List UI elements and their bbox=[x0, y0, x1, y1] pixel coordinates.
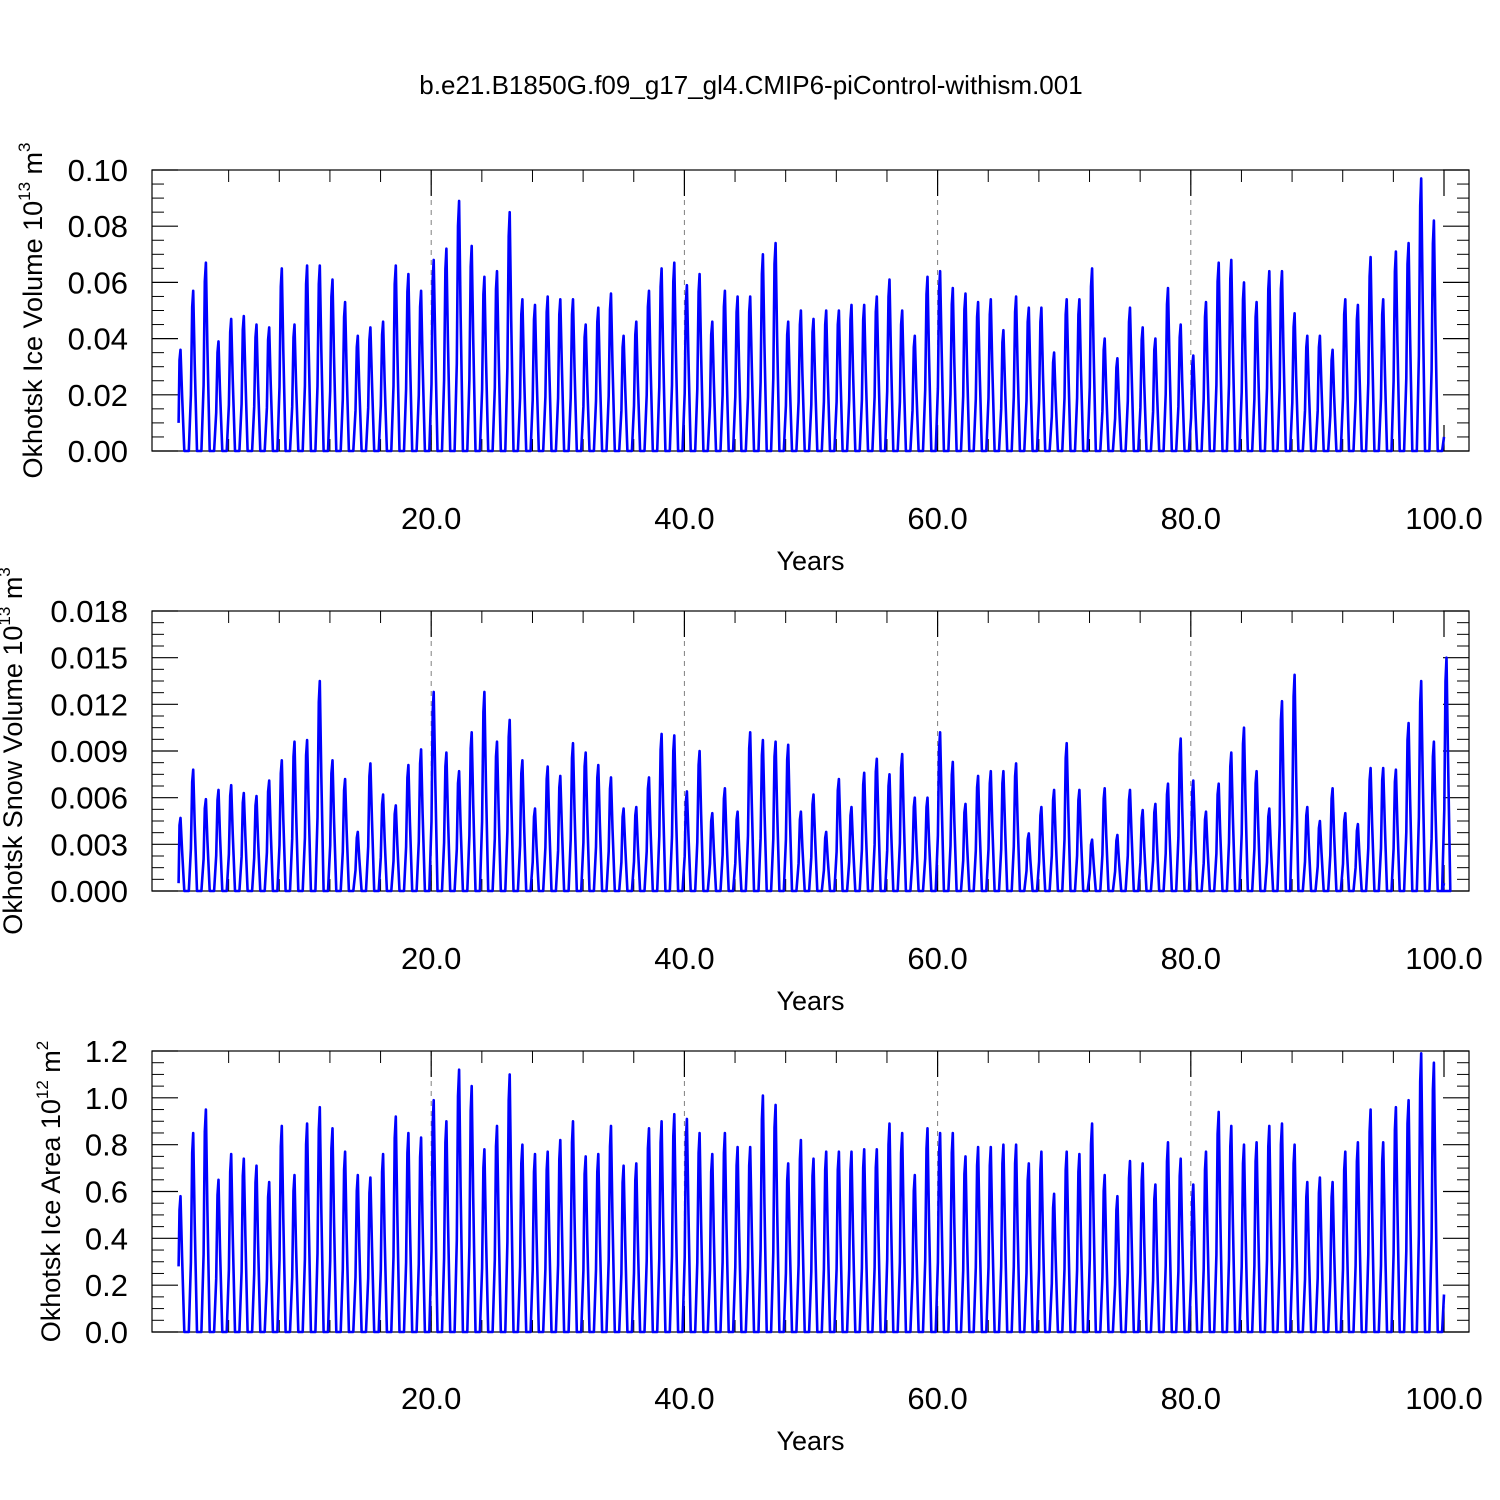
y-tick-label: 0.015 bbox=[50, 641, 128, 676]
y-tick-label: 0.2 bbox=[85, 1268, 128, 1303]
x-tick-label: 20.0 bbox=[401, 501, 461, 536]
x-tick-label: 100.0 bbox=[1405, 1381, 1483, 1416]
y-tick-label: 0.8 bbox=[85, 1128, 128, 1163]
x-tick-label: 60.0 bbox=[907, 1381, 967, 1416]
x-axis-label: Years bbox=[776, 986, 844, 1016]
y-axis-label: Okhotsk Ice Area 1012 m2 bbox=[33, 1041, 66, 1343]
y-tick-label: 0.08 bbox=[68, 209, 128, 244]
x-tick-label: 40.0 bbox=[654, 1381, 714, 1416]
y-tick-label: 0.04 bbox=[68, 322, 128, 357]
y-tick-label: 0.009 bbox=[50, 734, 128, 769]
x-tick-label: 60.0 bbox=[907, 501, 967, 536]
y-tick-label: 1.2 bbox=[85, 1034, 128, 1069]
y-tick-label: 0.0 bbox=[85, 1315, 128, 1350]
x-tick-label: 60.0 bbox=[907, 941, 967, 976]
panel-2: 0.000 0.003 0.006 0.009 0.012 0.015 0.018 20.0 4… bbox=[0, 567, 1483, 1016]
y-tick-label: 0.00 bbox=[68, 434, 128, 469]
y-tick-label: 0.02 bbox=[68, 378, 128, 413]
y-axis-label: Okhotsk Snow Volume 1013 m3 bbox=[0, 567, 28, 935]
y-axis-label: Okhotsk Ice Volume 1013 m3 bbox=[15, 142, 48, 478]
x-tick-label: 80.0 bbox=[1161, 1381, 1221, 1416]
x-tick-label: 80.0 bbox=[1161, 501, 1221, 536]
x-tick-label: 100.0 bbox=[1405, 941, 1483, 976]
y-tick-label: 0.012 bbox=[50, 687, 128, 722]
x-axis-label: Years bbox=[776, 1426, 844, 1456]
x-axis-label: Years bbox=[776, 546, 844, 576]
x-tick-label: 100.0 bbox=[1405, 501, 1483, 536]
series-line bbox=[177, 656, 1452, 893]
x-tick-label: 80.0 bbox=[1161, 941, 1221, 976]
x-tick-label: 40.0 bbox=[654, 941, 714, 976]
y-tick-label: 0.000 bbox=[50, 874, 128, 909]
series-line bbox=[177, 1052, 1446, 1334]
y-tick-label: 0.10 bbox=[68, 153, 128, 188]
y-tick-label: 0.4 bbox=[85, 1221, 128, 1256]
y-tick-label: 0.6 bbox=[85, 1175, 128, 1210]
y-tick-label: 0.003 bbox=[50, 827, 128, 862]
series-line bbox=[177, 177, 1446, 453]
y-tick-label: 0.06 bbox=[68, 265, 128, 300]
x-tick-label: 20.0 bbox=[401, 941, 461, 976]
y-tick-label: 0.018 bbox=[50, 594, 128, 629]
panel-1: 0.00 0.02 0.04 0.06 0.08 0.10 20.0 40.0 60.0 80.0… bbox=[15, 142, 1483, 576]
x-tick-label: 20.0 bbox=[401, 1381, 461, 1416]
panel-3: 0.0 0.2 0.4 0.6 0.8 1.0 1.2 20.0 40.0 60.0 80.0 100… bbox=[33, 1034, 1483, 1456]
figure-title: b.e21.B1850G.f09_g17_gl4.CMIP6-piControl… bbox=[419, 70, 1082, 100]
y-tick-label: 1.0 bbox=[85, 1081, 128, 1116]
y-tick-label: 0.006 bbox=[50, 781, 128, 816]
x-tick-label: 40.0 bbox=[654, 501, 714, 536]
